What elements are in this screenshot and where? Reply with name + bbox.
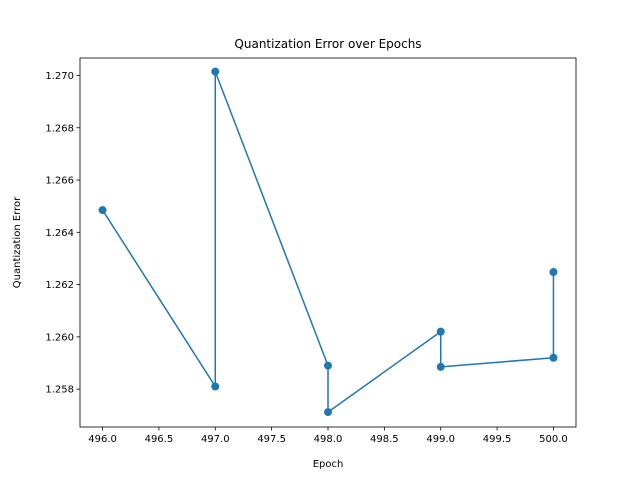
y-tick-label: 1.268 (45, 123, 74, 134)
plot-area (98, 67, 558, 417)
x-axis: 496.0 496.5 497.0 497.5 498.0 498.5 499.0 499.5… (88, 427, 568, 445)
data-point (211, 382, 220, 391)
y-tick-label: 1.264 (45, 228, 74, 239)
chart-title: Quantization Error over Epochs (234, 37, 421, 51)
x-tick-label: 499.0 (426, 434, 455, 445)
y-tick-label: 1.270 (45, 71, 74, 82)
y-axis: 1.258 1.260 1.262 1.264 1.266 1.268 1.270 (45, 71, 80, 396)
x-tick-label: 498.0 (314, 434, 343, 445)
data-point (324, 361, 332, 370)
x-tick-label: 496.5 (145, 434, 174, 445)
data-point (436, 362, 445, 371)
data-point (549, 353, 558, 362)
x-tick-label: 497.0 (201, 434, 230, 445)
x-tick-label: 500.0 (539, 434, 568, 445)
y-tick-label: 1.260 (45, 332, 74, 343)
data-point (211, 67, 220, 76)
y-tick-label: 1.262 (45, 280, 74, 291)
data-point (98, 206, 107, 215)
data-point (324, 408, 332, 417)
x-tick-label: 497.5 (257, 434, 286, 445)
x-tick-label: 498.5 (370, 434, 399, 445)
data-point (549, 268, 558, 277)
y-tick-label: 1.266 (45, 176, 74, 187)
y-tick-label: 1.258 (45, 385, 74, 396)
x-tick-label: 496.0 (88, 434, 117, 445)
x-tick-label: 499.5 (483, 434, 512, 445)
axes-frame (79, 57, 577, 428)
data-point (436, 327, 445, 336)
y-axis-label: Quantization Error (12, 196, 23, 288)
x-axis-label: Epoch (313, 459, 344, 470)
